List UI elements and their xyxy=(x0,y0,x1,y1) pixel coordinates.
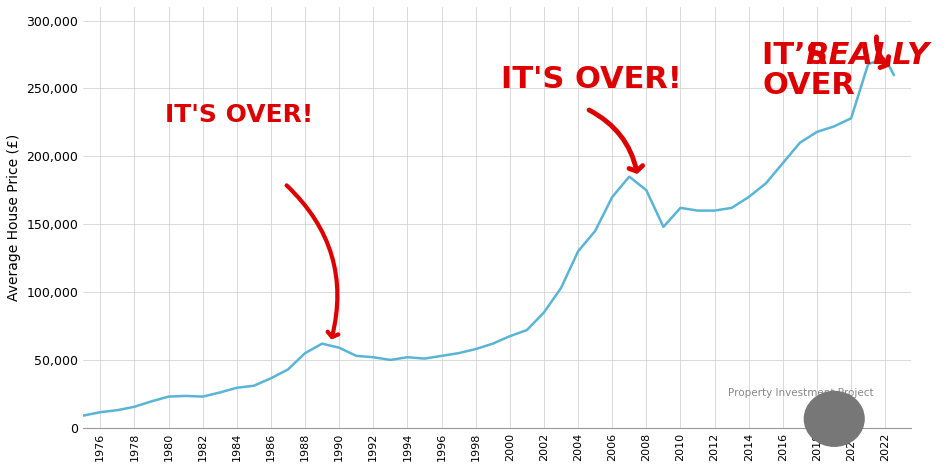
Text: OVER: OVER xyxy=(762,71,855,100)
Text: IT'S OVER!: IT'S OVER! xyxy=(501,66,682,95)
Text: IT'S OVER!: IT'S OVER! xyxy=(165,103,314,127)
Text: IT’S: IT’S xyxy=(762,41,839,70)
Circle shape xyxy=(804,391,865,446)
Text: Property Investment Project: Property Investment Project xyxy=(728,388,874,398)
Text: REALLY: REALLY xyxy=(805,41,929,70)
Y-axis label: Average House Price (£): Average House Price (£) xyxy=(7,134,21,301)
